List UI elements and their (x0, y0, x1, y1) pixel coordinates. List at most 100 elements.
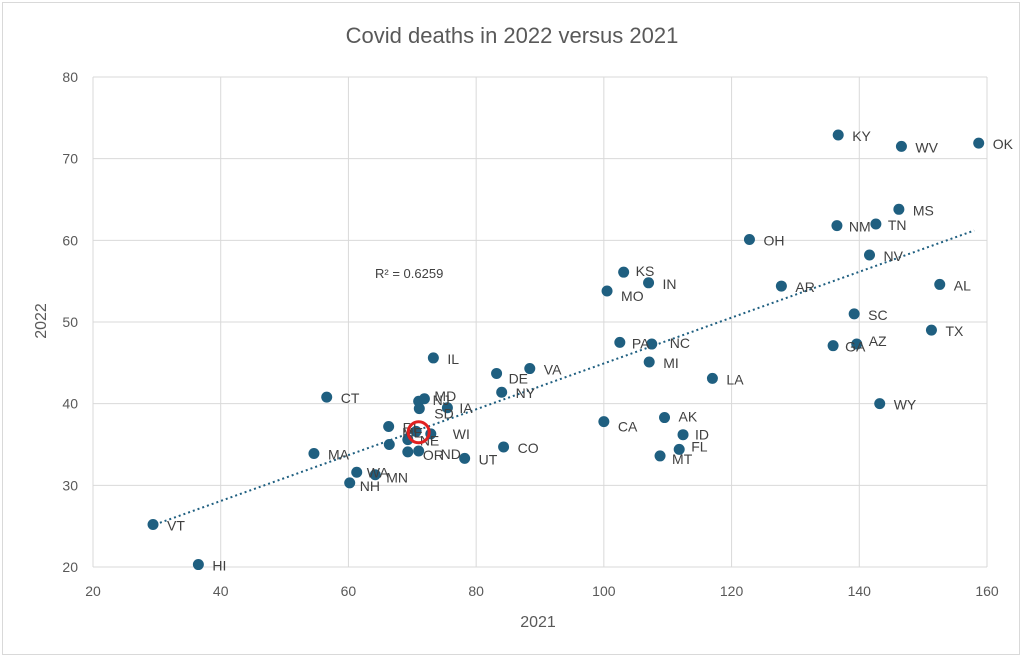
data-point (369, 469, 381, 481)
data-label: SC (868, 307, 887, 323)
r-squared-label: R² = 0.6259 (375, 266, 443, 281)
gridlines (92, 76, 988, 568)
x-tick-label: 20 (85, 583, 101, 599)
data-point (418, 393, 430, 405)
data-point (413, 445, 425, 457)
data-label: KS (636, 263, 655, 279)
data-point (870, 218, 882, 230)
data-label: MO (621, 288, 644, 304)
data-point (827, 340, 839, 352)
data-point (147, 519, 159, 531)
data-point (351, 466, 363, 478)
data-label: MS (913, 202, 934, 218)
y-tick-label: 60 (62, 232, 78, 248)
data-point (851, 338, 863, 350)
data-label: ND (441, 446, 461, 462)
y-tick-label: 50 (62, 314, 78, 330)
data-label: IL (447, 351, 459, 367)
data-point (775, 280, 787, 292)
trendline-group (150, 229, 975, 528)
data-point (934, 278, 946, 290)
data-label: OH (763, 233, 784, 249)
data-point (498, 441, 510, 453)
data-label: VT (167, 518, 185, 534)
data-point (383, 439, 395, 450)
trendline (150, 229, 975, 528)
axis-ticks: 20 40 60 80 100 120 140 160 20 30 40 50 60 70 80 (62, 69, 998, 599)
x-tick-label: 80 (468, 583, 484, 599)
data-label: LA (726, 371, 744, 387)
data-point (643, 356, 655, 368)
chart-title: Covid deaths in 2022 versus 2021 (346, 23, 679, 48)
data-point (832, 129, 844, 141)
data-point (973, 137, 985, 149)
data-label: AL (954, 277, 971, 293)
data-label: ID (695, 427, 709, 443)
data-label: IA (459, 400, 473, 416)
y-tick-label: 30 (62, 477, 78, 493)
x-axis-title: 2021 (520, 614, 556, 631)
data-label: FL (691, 438, 708, 454)
data-point (677, 429, 689, 441)
x-tick-label: 140 (848, 583, 872, 599)
data-point (893, 203, 905, 215)
data-point (598, 416, 610, 428)
data-point (874, 398, 886, 410)
data-point (441, 402, 453, 414)
data-label: CO (518, 440, 539, 456)
data-point (864, 249, 876, 261)
y-tick-label: 70 (62, 151, 78, 167)
data-label: MA (328, 446, 350, 462)
data-label: WA (367, 464, 390, 480)
data-point (321, 391, 333, 403)
data-label: TX (945, 323, 964, 339)
data-label: CA (618, 419, 638, 435)
x-tick-label: 100 (592, 583, 616, 599)
data-point (427, 352, 439, 364)
data-label: MD (434, 388, 456, 404)
data-point (459, 452, 471, 464)
data-point (491, 367, 503, 379)
data-point (192, 559, 204, 571)
data-label: SD (434, 406, 453, 422)
data-label: HI (212, 558, 226, 574)
data-point (654, 450, 666, 462)
data-point (895, 140, 907, 152)
x-tick-label: 160 (975, 583, 999, 599)
data-label: MT (672, 451, 693, 467)
data-point (643, 277, 655, 289)
data-label: VA (544, 362, 562, 378)
data-point (848, 308, 860, 320)
data-label: NJ (433, 392, 450, 408)
data-label: MN (386, 470, 408, 486)
data-label: NM (849, 219, 871, 235)
data-label: CT (341, 390, 360, 406)
data-label: OK (993, 136, 1014, 152)
data-label: UT (479, 451, 498, 467)
data-point (831, 220, 843, 232)
x-tick-label: 40 (213, 583, 229, 599)
data-point (673, 443, 685, 455)
y-tick-label: 40 (62, 396, 78, 412)
data-label: NC (670, 335, 690, 351)
data-point (743, 234, 755, 246)
data-label: WY (894, 397, 917, 413)
data-label: GA (845, 339, 866, 355)
data-label: DE (509, 370, 528, 386)
data-point (402, 446, 414, 458)
data-label: NV (884, 248, 904, 264)
data-point (383, 421, 395, 433)
data-point (614, 336, 626, 348)
data-label: NH (360, 478, 380, 494)
data-label: IN (663, 276, 677, 292)
data-label: NY (516, 385, 536, 401)
data-point (601, 285, 613, 297)
data-label: KY (852, 128, 871, 144)
y-tick-label: 80 (62, 69, 78, 85)
data-point (646, 338, 658, 350)
y-tick-label: 20 (62, 559, 78, 575)
data-label: MI (663, 355, 679, 371)
y-axis-title: 2022 (33, 303, 50, 339)
